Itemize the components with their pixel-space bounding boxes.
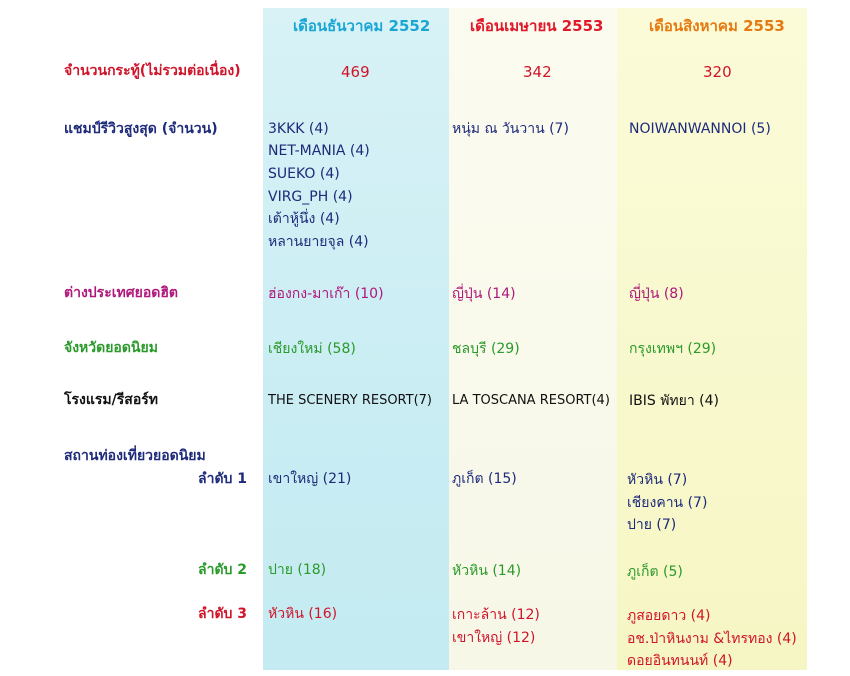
column-band-apr (449, 8, 617, 670)
rank2-apr-item: หัวหิน (14) (452, 563, 522, 579)
column-header-apr: เดือนเมษายน 2553 (470, 17, 604, 35)
champion-dec-item: SUEKO (4) (268, 166, 340, 182)
champion-dec-item: NET-MANIA (4) (268, 143, 370, 159)
rank1-label: ลำดับ 1 (198, 471, 248, 487)
column-header-dec: เดือนธันวาคม 2552 (293, 17, 431, 35)
threads-apr: 342 (523, 63, 552, 81)
rank3-apr-item: เขาใหญ่ (12) (452, 630, 536, 646)
rank3-aug-item: อช.ป่าหินงาม &ไทรทอง (4) (627, 631, 797, 647)
row-label-province: จังหวัดยอดนิยม (64, 340, 158, 356)
column-header-aug: เดือนสิงหาคม 2553 (649, 17, 785, 35)
threads-dec: 469 (341, 63, 370, 81)
column-band-aug (617, 8, 807, 670)
hotel-aug: IBIS พัทยา (4) (629, 393, 720, 409)
rank2-dec-item: ปาย (18) (268, 562, 327, 578)
foreign-dec: ฮ่องกง-มาเก๊า (10) (268, 286, 384, 302)
champion-aug-item: NOIWANWANNOI (5) (629, 121, 771, 137)
foreign-apr: ญี่ปุ่น (14) (452, 286, 516, 302)
rank1-apr-item: ภูเก็ต (15) (452, 471, 517, 487)
rank3-dec-item: หัวหิน (16) (268, 606, 338, 622)
champion-dec-item: VIRG_PH (4) (268, 189, 353, 205)
column-band-dec (263, 8, 449, 670)
rank1-aug-item: หัวหิน (7) (627, 472, 688, 488)
rank1-aug-item: เชียงคาน (7) (627, 495, 708, 511)
rank3-label: ลำดับ 3 (198, 606, 248, 622)
row-label-champion: แชมป์รีวิวสูงสุด (จำนวน) (64, 121, 218, 137)
rank1-aug-item: ปาย (7) (627, 517, 677, 533)
hotel-apr: LA TOSCANA RESORT(4) (452, 393, 610, 408)
hotel-dec: THE SCENERY RESORT(7) (268, 393, 432, 408)
section-label-attractions: สถานท่องเที่ยวยอดนิยม (64, 448, 206, 464)
rank2-aug-item: ภูเก็ต (5) (627, 564, 683, 580)
province-dec: เชียงใหม่ (58) (268, 341, 356, 357)
rank1-dec-item: เขาใหญ่ (21) (268, 471, 352, 487)
rank3-aug-item: ภูสอยดาว (4) (627, 608, 711, 624)
row-label-hotel: โรงแรม/รีสอร์ท (64, 392, 158, 408)
province-apr: ชลบุรี (29) (452, 341, 520, 357)
rank3-aug-item: ดอยอินทนนท์ (4) (627, 653, 733, 669)
foreign-aug: ญี่ปุ่น (8) (629, 286, 684, 302)
row-label-threads: จำนวนกระทู้(ไม่รวมต่อเนื่อง) (64, 63, 241, 79)
row-label-foreign: ต่างประเทศยอดฮิต (64, 285, 178, 301)
champion-dec-item: หลานยายจุล (4) (268, 234, 369, 250)
champion-apr-item: หนุ่ม ณ วันวาน (7) (452, 121, 569, 137)
province-aug: กรุงเทพฯ (29) (629, 341, 717, 357)
champion-dec-item: เต้าหู้นึ่ง (4) (268, 211, 340, 227)
threads-aug: 320 (703, 63, 732, 81)
champion-dec-item: 3KKK (4) (268, 121, 329, 137)
rank3-apr-item: เกาะล้าน (12) (452, 607, 540, 623)
rank2-label: ลำดับ 2 (198, 562, 248, 578)
